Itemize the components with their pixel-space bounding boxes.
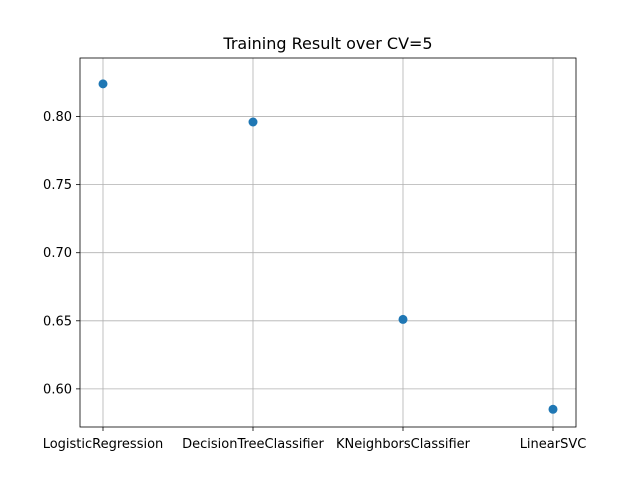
- axes: [76, 57, 577, 431]
- x-tick-label: LinearSVC: [520, 437, 587, 452]
- scatter-point: [98, 79, 108, 89]
- grid-lines: [80, 58, 576, 427]
- y-tick-label: 0.75: [43, 178, 72, 193]
- tick-labels: LogisticRegression DecisionTreeClassifier…: [43, 110, 587, 452]
- y-tick-label: 0.80: [43, 110, 72, 125]
- scatter-point: [548, 404, 558, 414]
- x-tick-label: KNeighborsClassifier: [336, 437, 471, 452]
- plot-frame: [79, 57, 577, 428]
- data-points: [98, 79, 558, 414]
- x-tick-label: LogisticRegression: [43, 437, 164, 452]
- y-tick-label: 0.60: [43, 382, 72, 397]
- y-tick-label: 0.70: [43, 246, 72, 261]
- scatter-point: [398, 314, 408, 324]
- y-tick-label: 0.65: [43, 314, 72, 329]
- chart-title: Training Result over CV=5: [222, 34, 432, 53]
- scatter-point: [248, 117, 258, 127]
- x-tick-label: DecisionTreeClassifier: [182, 437, 324, 452]
